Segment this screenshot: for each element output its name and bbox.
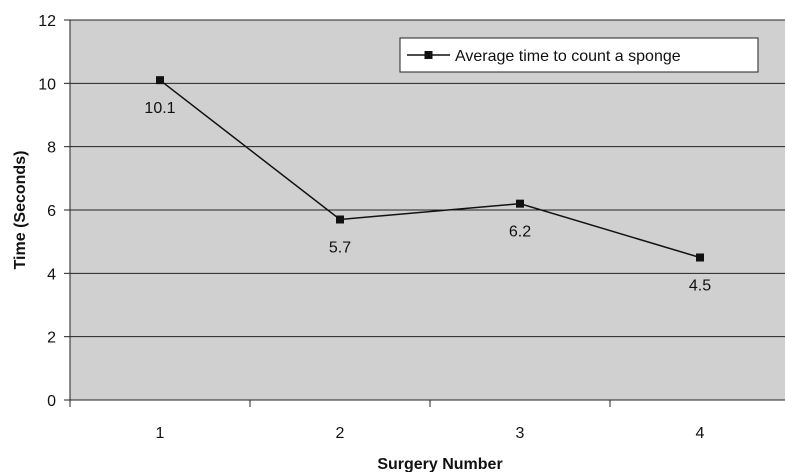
x-axis-ticks: 1 2 3 4 <box>69 400 705 442</box>
x-tick-label: 4 <box>696 425 705 442</box>
y-tick-label: 0 <box>47 393 56 410</box>
x-axis-title: Surgery Number <box>377 456 502 472</box>
series <box>156 76 704 262</box>
data-label: 6.2 <box>509 224 531 241</box>
legend-box <box>399 37 759 73</box>
y-tick-label: 12 <box>38 13 56 30</box>
y-tick-label: 4 <box>47 266 56 283</box>
y-tick-label: 6 <box>47 203 56 220</box>
y-tick-label: 10 <box>38 76 56 93</box>
legend: Average time to count a sponge <box>399 37 759 73</box>
y-axis-ticks: 0 2 4 6 8 10 12 <box>38 13 70 410</box>
gridlines <box>70 19 785 338</box>
x-tick-label: 1 <box>156 425 165 442</box>
y-tick-label: 8 <box>47 140 56 157</box>
x-tick-label: 2 <box>336 425 345 442</box>
data-point <box>516 199 524 208</box>
data-point <box>696 253 704 262</box>
y-tick-label: 2 <box>47 330 56 347</box>
data-label: 10.1 <box>144 100 175 117</box>
data-label: 5.7 <box>329 240 351 257</box>
data-point <box>336 215 344 224</box>
data-point <box>156 76 164 85</box>
data-labels: 10.1 5.7 6.2 4.5 <box>144 100 711 294</box>
series-line <box>159 79 701 259</box>
data-label: 4.5 <box>689 278 711 295</box>
x-tick-label: 3 <box>516 425 525 442</box>
y-axis-title: Time (Seconds) <box>12 151 29 270</box>
legend-marker-swatch <box>424 51 433 59</box>
legend-label: Average time to count a sponge <box>455 48 681 65</box>
